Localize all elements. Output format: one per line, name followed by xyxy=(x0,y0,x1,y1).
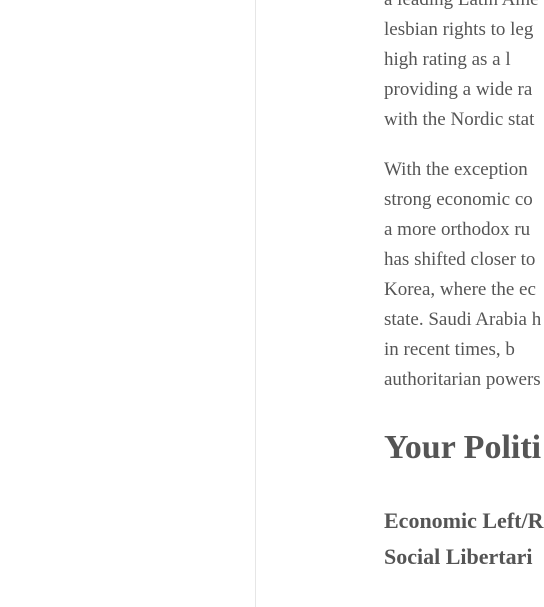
section-heading: Your Politi xyxy=(384,429,542,466)
paragraph-line: high rating as a l xyxy=(384,49,511,70)
paragraph-line: Korea, where the ec xyxy=(384,279,536,300)
left-sidebar xyxy=(0,0,256,607)
paragraph-line: with the Nordic stat xyxy=(384,109,535,130)
social-axis-label: Social Libertari xyxy=(384,544,533,569)
economic-axis-label: Economic Left/R xyxy=(384,508,544,533)
paragraph-line: has shifted closer to xyxy=(384,249,536,270)
paragraph-line: state. Saudi Arabia h xyxy=(384,309,542,330)
paragraph-line: lesbian rights to leg xyxy=(384,19,534,40)
paragraph-line: a more orthodox ru xyxy=(384,219,531,240)
paragraph-line: in recent times, b xyxy=(384,339,515,360)
paragraph-line: authoritarian powers xyxy=(384,369,541,390)
paragraph-line: a leading Latin Ame xyxy=(384,0,539,15)
paragraph-line: strong economic co xyxy=(384,189,533,210)
paragraph-line: With the exception xyxy=(384,159,528,180)
paragraph-line: providing a wide ra xyxy=(384,79,533,100)
